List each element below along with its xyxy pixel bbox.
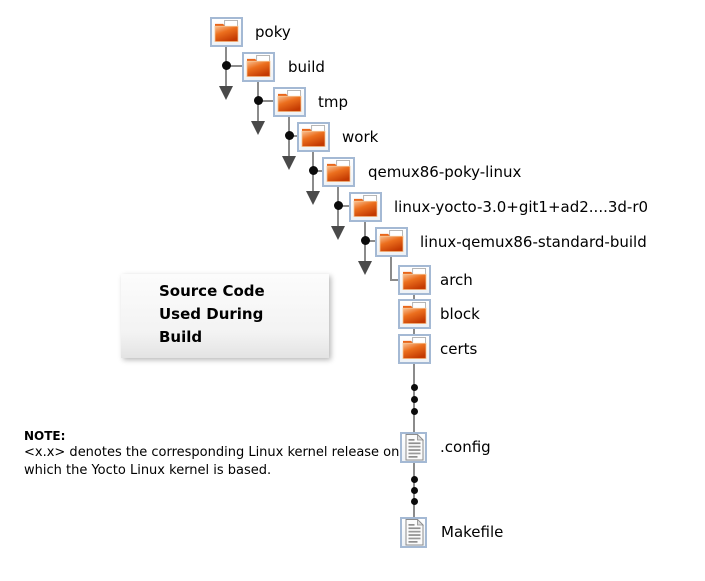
tree-node-label-config: .config bbox=[440, 438, 491, 456]
folder-icon bbox=[273, 87, 306, 117]
junction-dot bbox=[222, 61, 231, 70]
folder-icon bbox=[349, 192, 382, 222]
title-box-line: Build bbox=[159, 328, 203, 346]
ellipsis-dot bbox=[411, 487, 418, 494]
junction-dot bbox=[309, 166, 318, 175]
junction-dot bbox=[334, 201, 343, 210]
tree-node-label-arch: arch bbox=[440, 271, 473, 289]
tree-node-label-qemux86-poky-linux: qemux86-poky-linux bbox=[368, 163, 522, 181]
tree-node-label-build: build bbox=[288, 58, 325, 76]
connector-hline-linux-qemux86 bbox=[365, 240, 375, 242]
ellipsis-dot bbox=[411, 396, 418, 403]
connector-hline-linux-yocto bbox=[338, 205, 349, 207]
tree-node-label-work: work bbox=[342, 128, 379, 146]
title-box: Source Code Used During Build bbox=[121, 274, 329, 358]
arrow-down-icon bbox=[282, 156, 296, 170]
tree-node-label-poky: poky bbox=[255, 23, 291, 41]
connector-elbow-vertical bbox=[390, 257, 392, 281]
note-text-line: <x.x> denotes the corresponding Linux ke… bbox=[24, 445, 400, 460]
title-box-line: Source Code bbox=[159, 282, 265, 300]
tree-node-label-tmp: tmp bbox=[318, 93, 349, 111]
junction-dot bbox=[254, 96, 263, 105]
tree-node-label-block: block bbox=[440, 305, 480, 323]
folder-icon bbox=[398, 334, 431, 364]
tree-node-label-certs: certs bbox=[440, 340, 478, 358]
connector-vline-main-column bbox=[413, 294, 415, 517]
connector-hline-build bbox=[226, 65, 242, 67]
connector-hline-tmp bbox=[258, 100, 273, 102]
arrow-down-icon bbox=[251, 121, 265, 135]
tree-node-label-makefile: Makefile bbox=[441, 523, 504, 541]
title-box-line: Used During bbox=[159, 305, 264, 323]
ellipsis-dot bbox=[411, 498, 418, 505]
arrow-down-icon bbox=[219, 86, 233, 100]
arrow-down-icon bbox=[358, 261, 372, 275]
folder-icon bbox=[242, 52, 275, 82]
connector-elbow-horizontal bbox=[390, 279, 399, 281]
folder-icon bbox=[375, 227, 408, 257]
ellipsis-dot bbox=[411, 476, 418, 483]
junction-dot bbox=[285, 131, 294, 140]
tree-node-label-linux-qemux86-standard-build: linux-qemux86-standard-build bbox=[420, 233, 647, 251]
ellipsis-dot bbox=[411, 408, 418, 415]
folder-icon bbox=[297, 122, 330, 152]
folder-icon bbox=[398, 265, 431, 295]
file-icon bbox=[400, 517, 427, 548]
folder-icon bbox=[398, 299, 431, 329]
folder-icon bbox=[322, 157, 355, 187]
junction-dot bbox=[361, 236, 370, 245]
note-label: NOTE: bbox=[24, 429, 66, 443]
note-block: NOTE: <x.x> denotes the corresponding Li… bbox=[24, 429, 400, 480]
arrow-down-icon bbox=[306, 191, 320, 205]
arrow-down-icon bbox=[331, 226, 345, 240]
note-text-line: which the Yocto Linux kernel is based. bbox=[24, 463, 272, 478]
tree-node-label-linux-yocto: linux-yocto-3.0+git1+ad2....3d-r0 bbox=[394, 198, 649, 216]
folder-icon bbox=[210, 17, 243, 47]
ellipsis-dot bbox=[411, 384, 418, 391]
file-icon bbox=[400, 432, 427, 463]
